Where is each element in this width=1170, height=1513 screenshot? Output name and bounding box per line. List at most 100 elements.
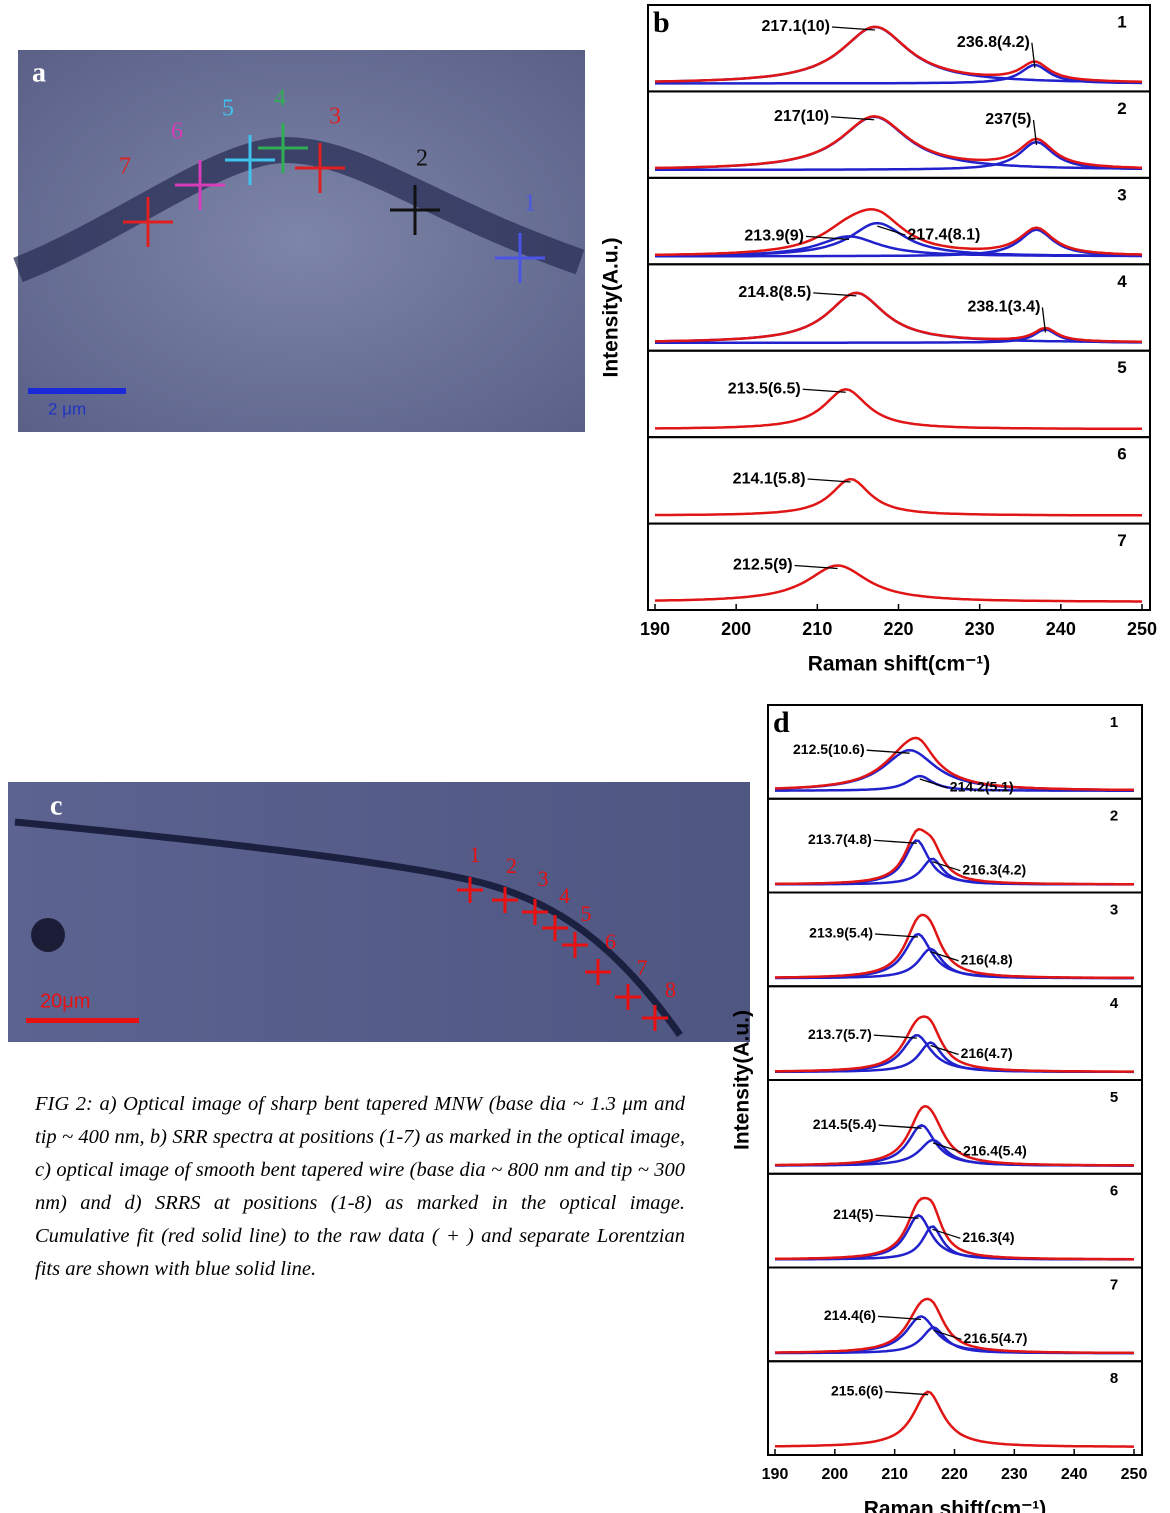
lorentzian-component: [655, 63, 1143, 85]
annotation-arrow: [866, 749, 910, 754]
marker-label: 6: [171, 119, 183, 145]
x-tick-label: 240: [1046, 619, 1076, 639]
annotation-arrow: [930, 1044, 959, 1056]
x-tick-label: 220: [883, 619, 913, 639]
spectrum-number: 4: [1110, 995, 1119, 1012]
x-tick-label: 190: [762, 1466, 789, 1483]
subplot-frame: [647, 349, 1151, 439]
position-marker: [225, 135, 275, 185]
optical-image-a: [18, 50, 585, 432]
x-tick-label: 250: [1127, 619, 1157, 639]
x-tick-label: 210: [802, 619, 832, 639]
cumulative-fit: [774, 736, 1134, 792]
annotation-arrow: [932, 861, 961, 872]
subplot-frame: [767, 1360, 1143, 1456]
peak-label: 214.5(5.4): [813, 1116, 877, 1132]
marker-label: 4: [274, 86, 286, 112]
subplot-frame: [647, 522, 1151, 611]
x-axis-title: Raman shift(cm⁻¹): [864, 1498, 1047, 1513]
annotation-arrow: [831, 26, 876, 31]
peak-label: 238.1(3.4): [967, 299, 1040, 316]
annotation-arrow: [873, 1034, 917, 1039]
lorentzian-component: [655, 328, 1142, 344]
annotation-arrow: [1031, 42, 1036, 68]
spectrum-number: 6: [1110, 1183, 1118, 1200]
marker-label: 7: [119, 154, 131, 180]
cumulative-fit: [774, 1390, 1134, 1448]
annotation-arrow: [885, 1391, 929, 1396]
peak-label: 214.2(5.1): [950, 779, 1014, 795]
peak-label: 217(10): [774, 108, 829, 125]
panel-label: a: [32, 57, 46, 88]
marker-label: 5: [222, 96, 234, 122]
spectrum-number: 5: [1117, 358, 1126, 377]
particle: [31, 918, 65, 952]
spectrum-number: 7: [1117, 531, 1126, 550]
wire: [13, 136, 585, 283]
panel-label: c: [50, 790, 62, 821]
position-marker: [615, 984, 641, 1010]
spectrum-number: 3: [1117, 185, 1126, 204]
lorentzian-component: [775, 774, 1134, 792]
spectrum-number: 1: [1117, 12, 1126, 31]
cumulative-fit: [655, 388, 1142, 431]
scale-bar: [28, 388, 126, 394]
annotation-arrow: [873, 839, 917, 844]
marker-label: 7: [637, 955, 648, 980]
peak-label: 213.7(4.8): [808, 831, 872, 847]
spectrum-number: 8: [1110, 1370, 1118, 1387]
scale-bar-label: 20μm: [40, 990, 90, 1012]
annotation-arrow: [930, 951, 959, 962]
annotation-arrow: [875, 1214, 919, 1219]
x-tick-label: 220: [941, 1466, 968, 1483]
peak-label: 216.3(4): [962, 1229, 1014, 1245]
peak-label: 236.8(4.2): [957, 34, 1030, 51]
position-marker: [123, 197, 173, 247]
annotation-arrow: [1032, 119, 1038, 146]
spectrum-number: 4: [1117, 272, 1127, 291]
position-marker: [258, 123, 308, 173]
annotation-arrow: [831, 116, 875, 121]
lorentzian-component: [655, 228, 1142, 258]
position-marker: [295, 143, 345, 193]
cumulative-fit: [775, 1104, 1135, 1167]
cumulative-fit: [655, 25, 1143, 83]
peak-label: 212.5(10.6): [793, 741, 865, 757]
annotation-arrow: [933, 1329, 962, 1341]
peak-label: 237(5): [985, 111, 1031, 128]
position-marker: [495, 233, 545, 283]
wire: [14, 818, 683, 1038]
marker-label: 5: [581, 901, 592, 926]
annotation-arrow: [877, 225, 906, 236]
marker-label: 4: [559, 883, 570, 908]
annotation-arrow: [813, 292, 857, 297]
cumulative-fit: [655, 208, 1143, 257]
panel-label: d: [773, 706, 790, 739]
cumulative-fit: [775, 913, 1135, 980]
scale-bar: [26, 1018, 139, 1023]
spectrum-number: 6: [1117, 445, 1126, 464]
x-tick-label: 200: [721, 619, 751, 639]
annotation-arrow: [874, 933, 919, 938]
peak-label: 214.4(6): [824, 1307, 876, 1323]
spectrum-number: 3: [1110, 901, 1118, 918]
x-tick-label: 250: [1121, 1466, 1148, 1483]
subplot-frame: [647, 263, 1151, 352]
lorentzian-component: [775, 1326, 1134, 1355]
peak-label: 216.3(4.2): [962, 861, 1026, 877]
peak-label: 213.9(5.4): [809, 925, 873, 941]
lorentzian-component: [655, 140, 1143, 172]
caption: FIG 2: a) Optical image of sharp bent ta…: [35, 1093, 685, 1280]
peak-label: 217.4(8.1): [907, 226, 980, 243]
spectrum-number: 7: [1110, 1276, 1118, 1293]
peak-label: 214.1(5.8): [733, 470, 806, 487]
position-marker: [457, 877, 483, 903]
annotation-arrow: [807, 478, 851, 483]
optical-image-c: [8, 782, 750, 1042]
position-marker: [562, 932, 588, 958]
lorentzian-component: [654, 25, 1143, 84]
annotation-arrow: [1041, 307, 1047, 333]
annotation-arrow: [919, 778, 948, 789]
position-marker: [522, 899, 548, 925]
